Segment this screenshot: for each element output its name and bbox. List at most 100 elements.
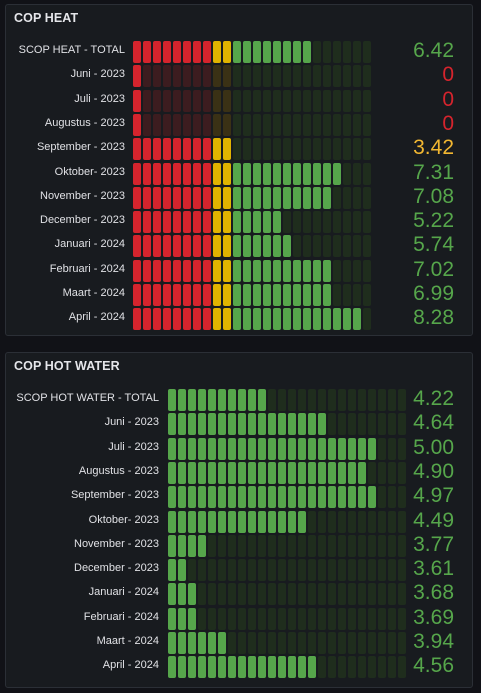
gauge-cell	[283, 138, 291, 161]
gauge-cell	[348, 656, 356, 679]
gauge-cell	[323, 284, 331, 306]
gauge-cell	[248, 510, 256, 533]
gauge-cell	[183, 162, 191, 185]
gauge-cell	[273, 211, 281, 234]
gauge-cell	[398, 534, 406, 557]
row-value: 6.42	[413, 39, 454, 62]
row-value: 6.99	[413, 282, 454, 305]
gauge-cell	[218, 461, 226, 484]
gauge-cell	[258, 437, 266, 460]
gauge-cell	[268, 461, 276, 484]
gauge-cell	[368, 632, 376, 654]
gauge-cell	[353, 259, 361, 282]
gauge-cell	[168, 656, 176, 679]
gauge-cell	[298, 413, 306, 436]
panel-title: COP HOT WATER	[14, 359, 120, 373]
gauge-cell	[133, 211, 141, 234]
gauge-cell	[388, 559, 396, 582]
gauge-cell	[143, 284, 151, 306]
gauge-cell	[228, 486, 236, 509]
gauge-cell	[238, 413, 246, 436]
gauge-cell	[348, 559, 356, 582]
gauge-cell	[238, 583, 246, 606]
gauge-cell	[133, 235, 141, 258]
row-value: 5.22	[413, 209, 454, 233]
row-value: 0	[442, 63, 454, 87]
gauge-cell	[398, 389, 406, 411]
gauge-cell	[258, 413, 266, 436]
gauge-cell	[198, 632, 206, 654]
gauge-cell	[358, 437, 366, 460]
gauge-cell	[368, 656, 376, 679]
gauge-cell	[378, 486, 386, 509]
gauge-cell	[348, 389, 356, 411]
gauge-cell	[288, 632, 296, 654]
gauge-row: Februari - 2024 7.02	[6, 258, 474, 282]
gauge-cell	[388, 437, 396, 460]
row-value: 3.68	[413, 581, 454, 605]
gauge-cell	[243, 186, 251, 209]
gauge-cell	[328, 656, 336, 679]
gauge-cell	[353, 162, 361, 185]
row-label: Maart - 2024	[62, 287, 125, 299]
row-label: December - 2023	[74, 562, 159, 575]
gauge-cell	[328, 461, 336, 484]
gauge-cell	[363, 259, 371, 282]
gauge-cell	[293, 89, 301, 112]
gauge-cell	[258, 534, 266, 557]
gauge-row: Januari - 2024 5.74	[6, 233, 474, 258]
gauge-cell	[143, 65, 151, 88]
gauge-cell	[363, 284, 371, 306]
gauge-cell	[283, 284, 291, 306]
gauge-cell	[308, 510, 316, 533]
gauge-cell	[263, 211, 271, 234]
gauge-cell	[228, 461, 236, 484]
gauge-cell	[213, 308, 221, 331]
gauge-cell	[168, 486, 176, 509]
gauge-cell	[218, 413, 226, 436]
gauge-cell	[223, 259, 231, 282]
gauge-cell	[278, 510, 286, 533]
gauge-cell	[278, 413, 286, 436]
row-label: Augustus - 2023	[44, 116, 125, 129]
gauge-cell	[213, 186, 221, 209]
gauge-cell	[223, 284, 231, 306]
gauge-cell	[348, 607, 356, 630]
gauge-cell	[233, 41, 241, 63]
gauge-cell	[133, 89, 141, 112]
gauge-cell	[203, 308, 211, 331]
gauge-cell	[313, 138, 321, 161]
gauge-cell	[348, 583, 356, 606]
gauge-cell	[278, 486, 286, 509]
gauge-cell	[248, 413, 256, 436]
gauge-cell	[358, 461, 366, 484]
gauge-cell	[338, 486, 346, 509]
gauge-cell	[308, 486, 316, 509]
gauge-cell	[378, 413, 386, 436]
gauge-row: April - 2024 4.56	[6, 654, 474, 679]
gauge-cell	[218, 632, 226, 654]
gauge-cell	[333, 138, 341, 161]
gauge-cell	[203, 113, 211, 136]
gauge-cell	[303, 162, 311, 185]
gauge-cell	[243, 65, 251, 88]
gauge-cell	[398, 607, 406, 630]
row-value: 0	[442, 111, 454, 135]
gauge-cell	[358, 486, 366, 509]
gauge-cell	[198, 389, 206, 411]
gauge-cell	[263, 308, 271, 331]
gauge-cell	[313, 308, 321, 331]
gauge-cell	[368, 389, 376, 411]
gauge-cell	[378, 461, 386, 484]
gauge-cell	[193, 162, 201, 185]
gauge-cell	[338, 559, 346, 582]
gauge-cell	[188, 461, 196, 484]
gauge-cell	[388, 413, 396, 436]
gauge-cell	[288, 389, 296, 411]
gauge-cell	[293, 235, 301, 258]
gauge-cell	[258, 486, 266, 509]
gauge-cell	[258, 656, 266, 679]
row-label: Januari - 2024	[88, 586, 159, 599]
gauge-cell	[333, 41, 341, 63]
gauge-cell	[173, 186, 181, 209]
